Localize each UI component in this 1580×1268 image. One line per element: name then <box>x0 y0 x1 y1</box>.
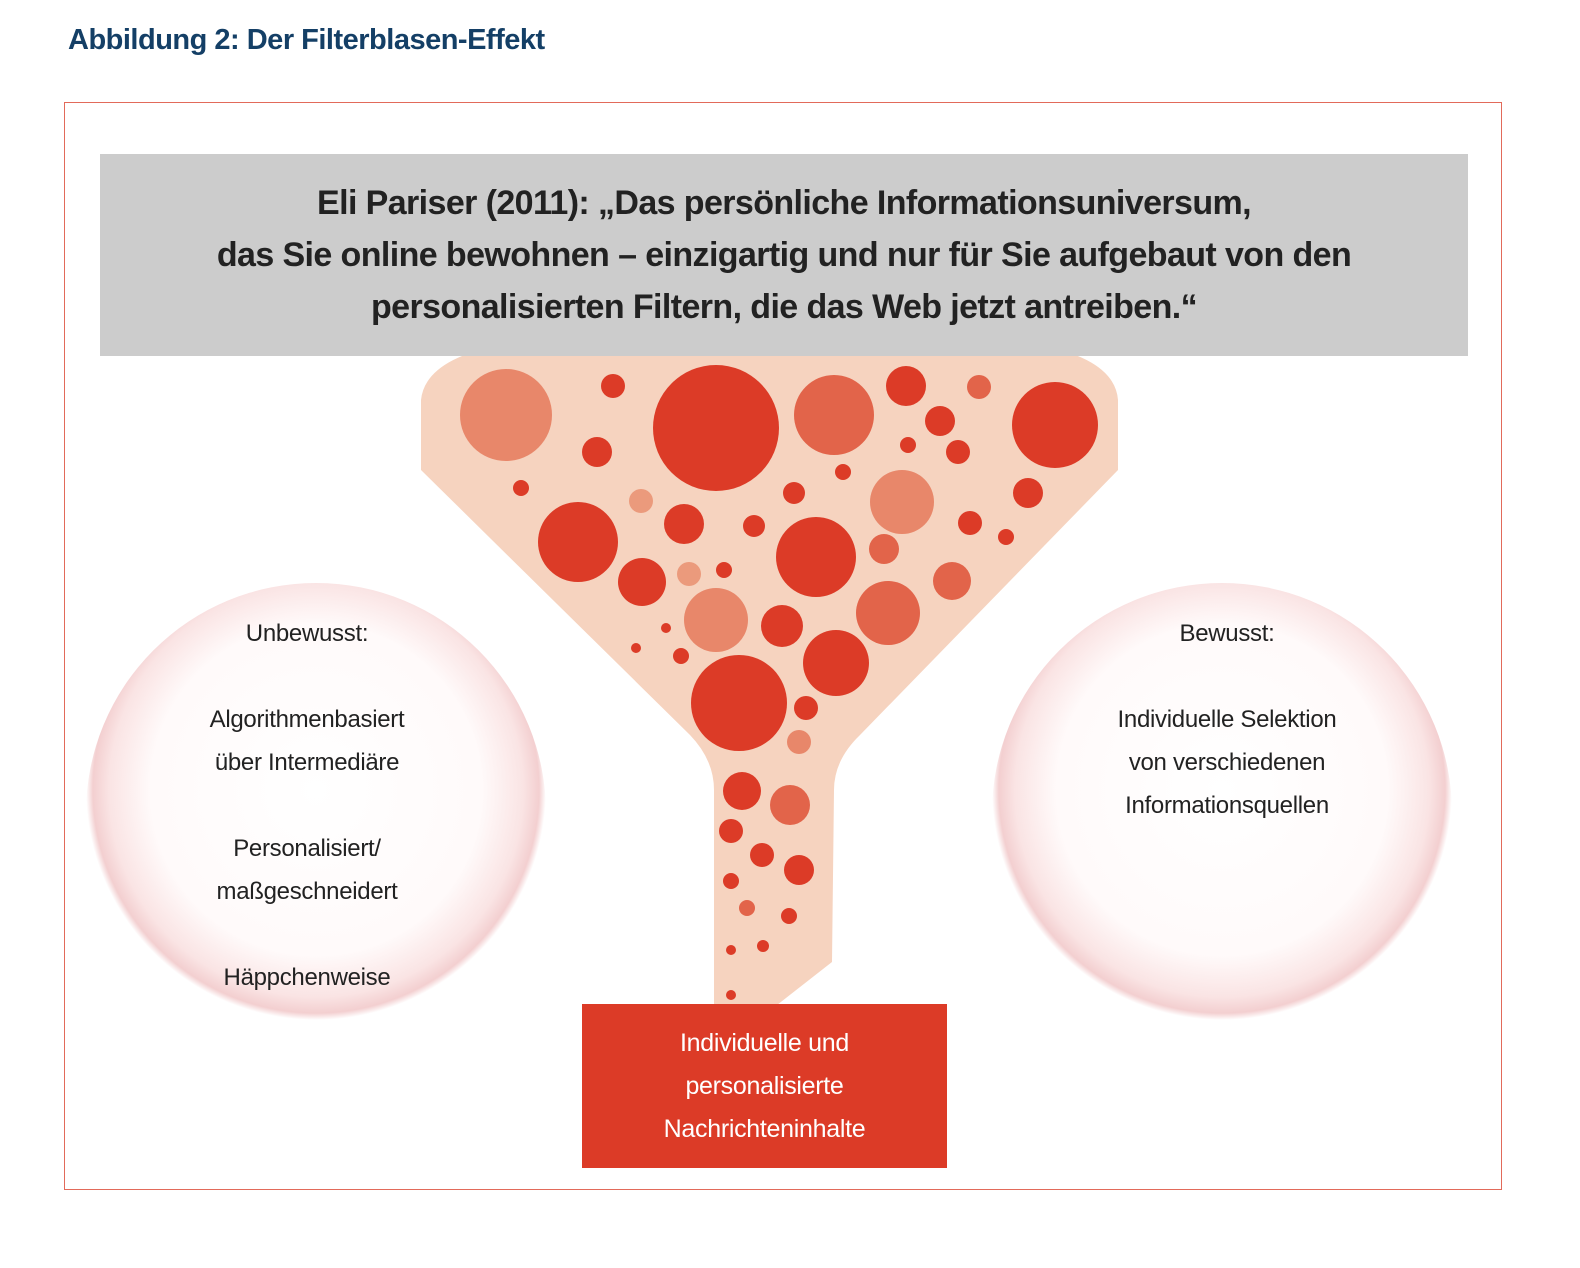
content-dot <box>1012 382 1098 468</box>
left-bubble-item: Algorithmenbasiert <box>209 706 405 733</box>
content-dot <box>726 945 736 955</box>
left-bubble-item: Personalisiert/ <box>233 835 381 862</box>
content-dot <box>998 529 1014 545</box>
content-dot <box>739 900 755 916</box>
content-dot <box>582 437 612 467</box>
content-dot <box>870 470 934 534</box>
content-dot <box>750 843 774 867</box>
content-dots <box>460 365 1098 1000</box>
content-dot <box>601 374 625 398</box>
content-dot <box>716 562 732 578</box>
content-dot <box>761 605 803 647</box>
content-dot <box>946 440 970 464</box>
content-dot <box>684 588 748 652</box>
content-dot <box>723 873 739 889</box>
content-dot <box>538 502 618 582</box>
quote-line: Eli Pariser (2011): „Das persönliche Inf… <box>317 184 1252 222</box>
content-dot <box>783 482 805 504</box>
content-dot <box>776 517 856 597</box>
pariser-quote: Eli Pariser (2011): „Das persönliche Inf… <box>100 154 1468 356</box>
content-dot <box>856 581 920 645</box>
content-dot <box>723 772 761 810</box>
content-dot <box>869 534 899 564</box>
content-dot <box>757 940 769 952</box>
output-box: Individuelle und personalisierte Nachric… <box>582 1004 947 1168</box>
quote-line: personalisierten Filtern, die das Web je… <box>370 288 1198 326</box>
figure-frame <box>64 102 1502 1190</box>
content-dot <box>661 623 671 633</box>
content-dot <box>719 819 743 843</box>
content-dot <box>1013 478 1043 508</box>
left-bubble-text: Unbewusst: Algorithmenbasiert über Inter… <box>127 612 487 999</box>
content-dot <box>886 366 926 406</box>
left-bubble-item: über Intermediäre <box>214 749 400 776</box>
content-dot <box>933 562 971 600</box>
content-dot <box>743 515 765 537</box>
content-dot <box>770 785 810 825</box>
content-dot <box>726 990 736 1000</box>
content-dot <box>784 855 814 885</box>
right-bubble-text: Bewusst: Individuelle Selektion von vers… <box>1047 612 1407 827</box>
output-line: Individuelle und <box>680 1028 849 1057</box>
content-dot <box>460 369 552 461</box>
content-dot <box>835 464 851 480</box>
quote-line: das Sie online bewohnen – einzigartig un… <box>216 236 1352 274</box>
right-bubble <box>992 583 1452 1043</box>
output-line: Nachrichteninhalte <box>663 1114 866 1143</box>
content-dot <box>794 375 874 455</box>
content-dot <box>781 908 797 924</box>
content-dot <box>673 648 689 664</box>
left-bubble-heading: Unbewusst: <box>245 620 369 647</box>
content-dot <box>629 489 653 513</box>
content-dot <box>664 504 704 544</box>
right-bubble-heading: Bewusst: <box>1179 620 1275 647</box>
content-dot <box>787 730 811 754</box>
content-dot <box>794 696 818 720</box>
content-dot <box>958 511 982 535</box>
left-bubble-item: Häppchenweise <box>223 964 391 991</box>
left-bubble-item: maßgeschneidert <box>216 878 398 905</box>
figure-title: Abbildung 2: Der Filterblasen-Effekt <box>68 24 545 56</box>
content-dot <box>900 437 916 453</box>
content-dot <box>925 406 955 436</box>
content-dot <box>631 643 641 653</box>
content-dot <box>691 655 787 751</box>
content-dot <box>803 630 869 696</box>
output-line: personalisierte <box>685 1071 844 1100</box>
content-dot <box>513 480 529 496</box>
right-bubble-line: Informationsquellen <box>1125 792 1329 819</box>
content-dot <box>967 375 991 399</box>
left-bubble <box>86 583 546 1043</box>
right-bubble-line: von verschiedenen <box>1128 749 1326 776</box>
content-dot <box>653 365 779 491</box>
content-dot <box>677 562 701 586</box>
content-dot <box>618 558 666 606</box>
right-bubble-line: Individuelle Selektion <box>1117 706 1337 733</box>
